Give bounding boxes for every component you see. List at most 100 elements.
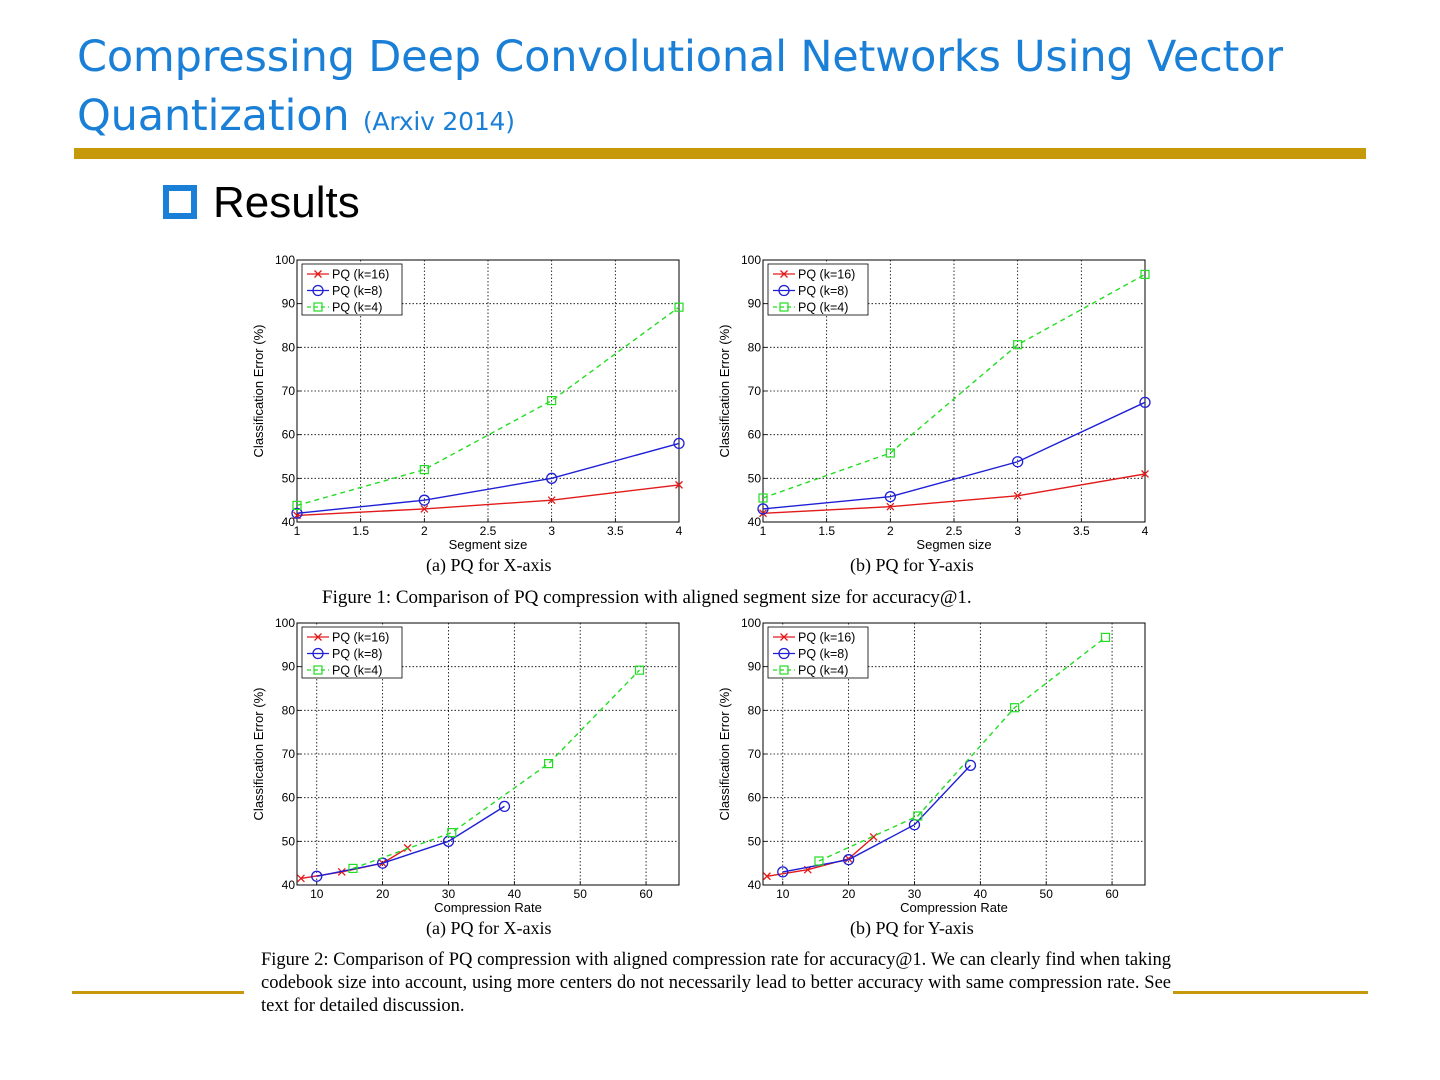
data-point bbox=[419, 465, 429, 475]
series-line-pq-k-4- bbox=[296, 306, 680, 507]
legend-marker bbox=[778, 284, 790, 297]
y-tick-label: 60 bbox=[748, 428, 762, 442]
legend-label: PQ (k=4) bbox=[332, 301, 382, 315]
legend-label: PQ (k=4) bbox=[332, 664, 382, 678]
x-tick-label: 3 bbox=[548, 524, 555, 538]
data-point bbox=[547, 496, 556, 505]
legend-marker bbox=[313, 302, 323, 312]
y-tick-label: 50 bbox=[748, 471, 762, 485]
legend-label: PQ (k=4) bbox=[798, 664, 848, 678]
x-axis-label: Segmen size bbox=[916, 537, 991, 552]
slide-title-note: (Arxiv 2014) bbox=[362, 107, 515, 136]
legend-marker bbox=[314, 270, 322, 278]
y-axis-label: Classification Error (%) bbox=[251, 688, 266, 821]
x-tick-label: 1.5 bbox=[818, 524, 835, 538]
data-point bbox=[546, 472, 558, 484]
fig1-subcaption-b: (b) PQ for Y-axis bbox=[850, 555, 974, 575]
chart-fig1-y-axis: 1 1.5 2 2.5 3 3.5 4 40 50 60 70 80 90 100 Segmen size C… bbox=[717, 253, 1151, 552]
x-tick-label: 4 bbox=[676, 524, 683, 538]
legend-marker bbox=[313, 665, 323, 675]
y-axis-label: Classification Error (%) bbox=[717, 688, 732, 821]
data-point bbox=[1140, 269, 1150, 280]
data-point bbox=[291, 507, 303, 519]
series-line-pq-k-16- bbox=[296, 484, 680, 517]
legend-marker bbox=[779, 302, 789, 312]
x-tick-label: 3.5 bbox=[1073, 524, 1090, 538]
legend-marker bbox=[312, 647, 324, 660]
series-line-pq-k-8- bbox=[296, 442, 680, 514]
y-tick-label: 50 bbox=[282, 834, 296, 848]
chart-fig2-x-axis: 10 20 30 40 50 60 40 50 60 70 80 90 100 Compression R… bbox=[251, 616, 680, 915]
x-tick-label: 30 bbox=[442, 887, 456, 901]
x-tick-label: 20 bbox=[376, 887, 390, 901]
plot-frame bbox=[296, 622, 680, 886]
x-axis-label: Compression Rate bbox=[434, 900, 542, 915]
x-tick-label: 2.5 bbox=[480, 524, 497, 538]
data-point bbox=[886, 502, 895, 511]
x-tick-label: 2.5 bbox=[946, 524, 963, 538]
y-tick-label: 90 bbox=[748, 660, 762, 674]
title-rule bbox=[74, 148, 1366, 159]
x-tick-label: 1.5 bbox=[352, 524, 369, 538]
x-tick-label: 40 bbox=[508, 887, 522, 901]
x-tick-label: 50 bbox=[1040, 887, 1054, 901]
data-point bbox=[296, 874, 305, 883]
data-point bbox=[674, 302, 684, 312]
data-point bbox=[673, 437, 685, 450]
y-tick-label: 70 bbox=[282, 747, 296, 761]
series-line-pq-k-8- bbox=[782, 764, 971, 873]
footer-rule-right bbox=[1172, 991, 1368, 994]
data-point bbox=[757, 503, 769, 515]
fig2-subcaption-b: (b) PQ for Y-axis bbox=[850, 918, 974, 938]
x-tick-label: 4 bbox=[1142, 524, 1149, 538]
data-point bbox=[1013, 340, 1023, 350]
legend-marker bbox=[778, 647, 790, 660]
chart-fig1-x-axis: 1 1.5 2 2.5 3 3.5 4 40 50 60 70 80 90 100 Segment size… bbox=[251, 253, 685, 552]
y-tick-label: 80 bbox=[748, 703, 762, 717]
fig1-caption: Figure 1: Comparison of PQ compression w… bbox=[322, 587, 972, 608]
data-point bbox=[814, 856, 824, 866]
data-point bbox=[1013, 491, 1022, 500]
data-point bbox=[1009, 703, 1020, 713]
x-tick-label: 10 bbox=[776, 887, 790, 901]
y-tick-label: 100 bbox=[741, 616, 761, 630]
y-tick-label: 100 bbox=[741, 253, 761, 267]
y-tick-label: 40 bbox=[282, 515, 296, 529]
x-tick-label: 3.5 bbox=[607, 524, 624, 538]
data-point bbox=[420, 504, 429, 513]
data-point bbox=[1139, 396, 1151, 409]
data-point bbox=[348, 863, 358, 874]
fig2-caption: Figure 2: Comparison of PQ compression w… bbox=[259, 949, 1173, 1018]
plot-frame bbox=[762, 259, 1146, 523]
x-tick-label: 2 bbox=[887, 524, 894, 538]
x-tick-label: 2 bbox=[421, 524, 428, 538]
series-line-pq-k-4- bbox=[352, 669, 640, 870]
series-line-pq-k-8- bbox=[316, 805, 505, 877]
x-tick-label: 1 bbox=[760, 524, 767, 538]
y-axis-label: Classification Error (%) bbox=[717, 325, 732, 458]
data-point bbox=[547, 396, 557, 406]
x-axis-label: Segment size bbox=[449, 537, 528, 552]
legend-marker bbox=[312, 284, 324, 297]
legend-marker bbox=[314, 633, 322, 641]
data-point bbox=[1100, 632, 1111, 643]
x-tick-label: 40 bbox=[974, 887, 988, 901]
y-tick-label: 100 bbox=[275, 253, 295, 267]
y-tick-label: 60 bbox=[748, 791, 762, 805]
y-tick-label: 80 bbox=[748, 340, 762, 354]
y-tick-label: 50 bbox=[282, 471, 296, 485]
data-point bbox=[311, 870, 323, 882]
legend-label: PQ (k=16) bbox=[332, 631, 389, 645]
fig1-subcaption-a: (a) PQ for X-axis bbox=[426, 555, 552, 575]
y-tick-label: 80 bbox=[282, 703, 296, 717]
x-tick-label: 10 bbox=[310, 887, 324, 901]
y-tick-label: 70 bbox=[748, 747, 762, 761]
data-point bbox=[869, 833, 878, 841]
x-tick-label: 20 bbox=[842, 887, 856, 901]
y-tick-label: 50 bbox=[748, 834, 762, 848]
y-tick-label: 70 bbox=[748, 384, 762, 398]
plot-frame bbox=[296, 259, 680, 523]
x-tick-label: 3 bbox=[1014, 524, 1021, 538]
data-point bbox=[842, 854, 855, 866]
legend-marker bbox=[780, 633, 788, 641]
